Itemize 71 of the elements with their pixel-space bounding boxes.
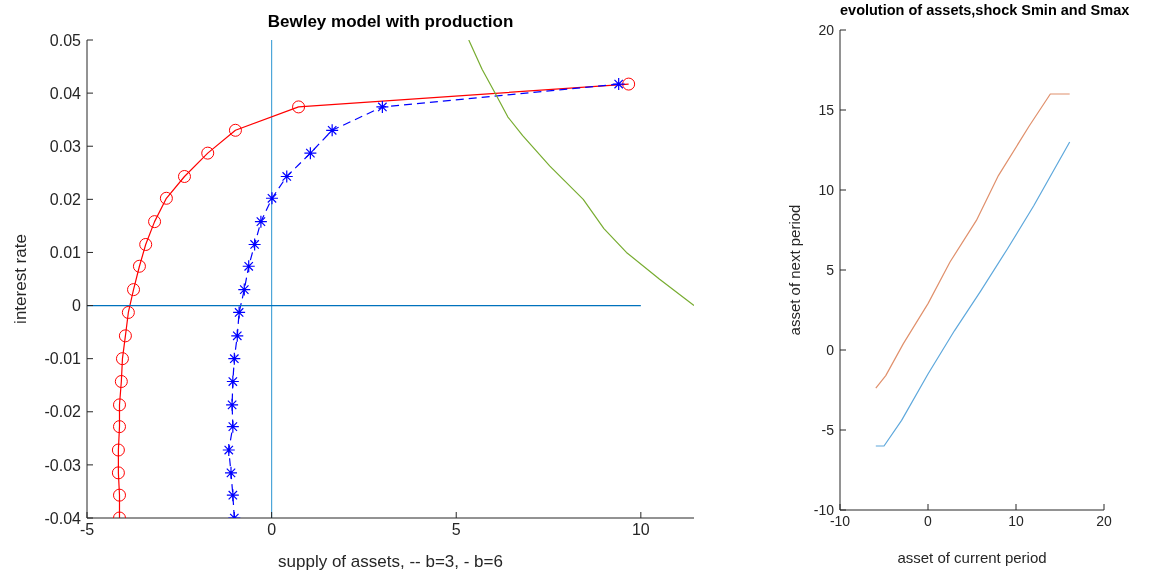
x-tick-label: -5 [79,521,95,539]
y-tick-label: 0.01 [49,244,82,262]
point [114,375,128,388]
x-tick-label: 10 [1008,512,1024,529]
x-axis-title: supply of assets, -- b=3, - b=6 [278,552,503,571]
line-series [875,93,1071,389]
point [112,488,126,502]
point [230,329,244,343]
x-axis-title: asset of current period [897,549,1047,566]
point [325,123,339,137]
x-tick-label: 5 [451,521,461,539]
y-axis-title: asset of next period [786,204,804,336]
y-tick-label: 0.05 [49,31,82,49]
x-tick-label: 10 [631,521,650,539]
point [226,420,240,434]
point [612,77,626,91]
point [115,352,129,366]
point [111,443,125,457]
point [159,191,173,205]
point [132,259,146,273]
point [226,488,240,502]
point [227,352,241,366]
point [226,374,240,389]
point [265,191,279,205]
y-tick-label: 0.03 [49,137,82,155]
line-series [875,141,1071,447]
point [622,77,636,91]
y-tick-label: 0 [826,341,835,358]
point [242,259,256,273]
point [121,305,135,319]
point [118,329,132,343]
y-tick-label: 15 [818,101,835,118]
chart-title: evolution of assets,shock Smin and Smax [840,2,1130,18]
y-tick-label: 20 [818,21,835,38]
point [112,420,126,434]
y-tick-label: 0 [72,297,82,315]
point [222,443,236,457]
y-tick-label: -0.01 [44,350,82,368]
y-tick-label: -0.03 [44,456,82,474]
y-tick-label: 0.02 [49,191,82,209]
y-tick-label: -0.02 [44,403,82,421]
y-tick-label: -0.04 [44,509,82,527]
x-tick-label: 0 [924,512,933,529]
point [254,215,268,229]
y-tick-label: -10 [813,501,835,518]
point [232,305,246,320]
point [375,100,389,114]
point [224,466,238,480]
point [280,169,294,184]
line-series [468,40,694,307]
point [225,398,239,412]
point [292,100,306,114]
y-tick-label: 0.04 [49,84,82,102]
point [139,237,153,251]
point [127,283,141,297]
chart-title: Bewley model with production [266,12,515,32]
x-tick-label: 0 [267,521,277,539]
point [111,466,125,480]
y-tick-label: 10 [818,181,835,198]
point [177,170,191,183]
y-tick-label: -5 [821,421,835,438]
point [201,146,215,160]
point [148,215,162,229]
y-tick-label: 5 [826,261,835,278]
point [303,146,317,160]
x-tick-label: 20 [1096,512,1112,529]
y-axis-title: interest rate [11,234,31,324]
point [112,398,126,412]
point [237,283,251,297]
point [228,123,242,137]
point [248,237,262,252]
